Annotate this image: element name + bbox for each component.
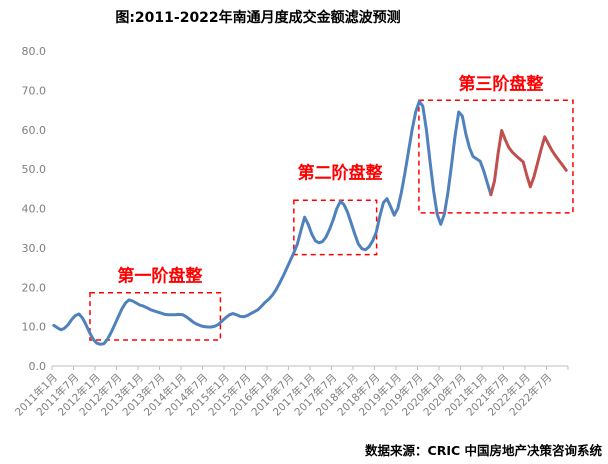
stage-annotation-3: 第三阶盘整 (458, 74, 544, 95)
stage-box-2 (293, 199, 378, 256)
y-tick-label: 70.0 (22, 84, 47, 97)
stage-box-1 (89, 292, 222, 341)
y-tick-label: 10.0 (22, 321, 47, 334)
y-tick-label: 20.0 (22, 281, 47, 294)
stage-annotation-2: 第二阶盘整 (297, 163, 383, 184)
forecast-line (489, 129, 568, 197)
stage-box-3 (418, 99, 574, 214)
data-source-note: 数据来源：CRIC 中国房地产决策咨询系统 (365, 443, 602, 458)
historical-line (52, 99, 493, 346)
y-tick-label: 50.0 (22, 163, 47, 176)
chart-title: 图:2011-2022年南通月度成交金额滤波预测 (115, 10, 401, 26)
y-tick-label: 0.0 (29, 360, 47, 373)
y-tick-label: 80.0 (22, 45, 47, 58)
y-tick-label: 60.0 (22, 124, 47, 137)
y-tick-label: 30.0 (22, 242, 47, 255)
y-tick-label: 40.0 (22, 203, 47, 216)
stage-annotation-1: 第一阶盘整 (117, 266, 203, 287)
